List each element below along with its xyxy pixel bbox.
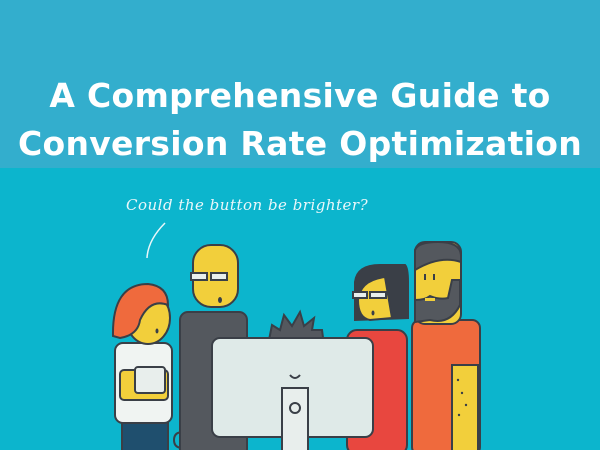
page-title: A Comprehensive Guide to Conversion Rate… <box>0 72 600 168</box>
title-line-1: A Comprehensive Guide to <box>49 76 551 115</box>
speech-tail <box>146 222 166 259</box>
tablet <box>134 366 166 394</box>
monitor-logo-icon <box>289 374 301 379</box>
title-line-2: Conversion Rate Optimization <box>17 124 583 163</box>
person-bearded-man <box>411 240 481 450</box>
speech-text: Could the button be brighter? <box>126 196 369 214</box>
team-illustration <box>111 222 481 450</box>
computer-monitor <box>211 337 374 450</box>
title-banner <box>0 0 600 168</box>
person-red-hair-woman <box>111 282 173 450</box>
person-spiky-hair <box>266 309 326 346</box>
